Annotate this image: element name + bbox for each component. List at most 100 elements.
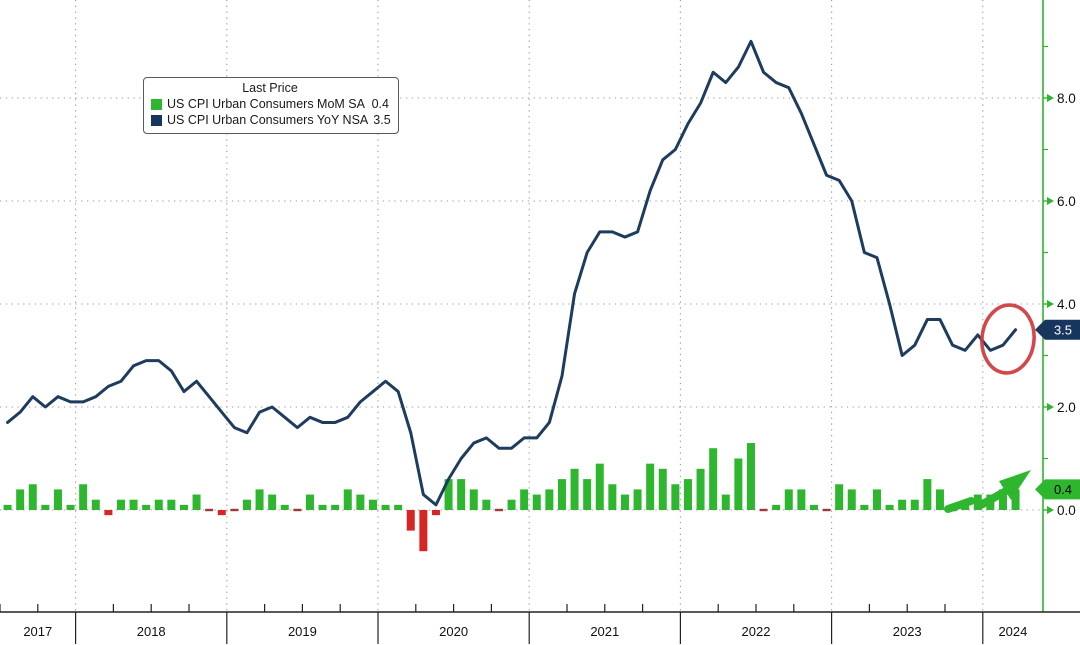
x-year-label: 2021 (590, 624, 619, 639)
mom-bar (935, 489, 944, 510)
y-tick-arrow-icon (1047, 94, 1054, 102)
legend-swatch-yoy-icon (151, 114, 162, 126)
mom-bar (1011, 489, 1020, 510)
mom-bar (142, 504, 151, 510)
mom-bar (961, 504, 970, 510)
mom-bar (129, 499, 138, 510)
y-tick-label: 6.0 (1057, 194, 1076, 209)
mom-bar (482, 499, 491, 510)
x-year-label: 2020 (439, 624, 468, 639)
mom-bar (709, 448, 718, 510)
mom-bar (179, 504, 188, 510)
mom-bar (620, 494, 629, 510)
y-tick-arrow-icon (1047, 300, 1054, 308)
mom-bar-zero (230, 508, 239, 512)
mom-bar (910, 499, 919, 510)
mom-bar (595, 463, 604, 510)
legend-label-mom: US CPI Urban Consumers MoM SA (167, 97, 365, 111)
mom-bar (746, 443, 755, 510)
mom-bar (192, 494, 201, 510)
mom-bar (3, 504, 12, 510)
y-tick-arrow-icon (1047, 197, 1054, 205)
mom-bar-zero (494, 508, 503, 512)
mom-bar (545, 489, 554, 510)
y-tick-label: 0.0 (1057, 503, 1076, 518)
mom-bar (28, 484, 37, 510)
x-year-label: 2023 (893, 624, 922, 639)
mom-bar (998, 489, 1007, 510)
mom-bar (923, 479, 932, 510)
x-year-label: 2022 (742, 624, 771, 639)
mom-bar (91, 499, 100, 510)
mom-bar-zero (822, 508, 831, 512)
legend-item-mom: US CPI Urban Consumers MoM SA 0.4 (151, 96, 389, 112)
mom-bar (16, 489, 25, 510)
mom-bar (570, 468, 579, 510)
annotation-arrow-head-icon (999, 470, 1031, 500)
mom-bar-zero (759, 508, 768, 512)
x-year-label: 2018 (137, 624, 166, 639)
last-price-badge-yoy (1035, 319, 1080, 340)
legend-value-yoy: 3.5 (373, 113, 391, 127)
mom-bar-negative (431, 510, 440, 516)
legend-swatch-mom-icon (151, 98, 162, 110)
mom-bar (268, 494, 277, 510)
mom-bar (305, 494, 314, 510)
mom-bar-zero (293, 508, 302, 512)
mom-bar (331, 504, 340, 510)
mom-bar (583, 479, 592, 510)
mom-bar (154, 499, 163, 510)
mom-bar (721, 494, 730, 510)
legend-label-yoy: US CPI Urban Consumers YoY NSA (167, 113, 369, 127)
mom-bar (532, 494, 541, 510)
yoy-line (6, 39, 1018, 507)
mom-bar (343, 489, 352, 510)
y-tick-arrow-icon (1047, 506, 1054, 514)
mom-bar (772, 504, 781, 510)
mom-bar (872, 489, 881, 510)
y-tick-label: 2.0 (1057, 400, 1076, 415)
last-price-badge-label-yoy: 3.5 (1054, 322, 1072, 337)
y-tick-label: 8.0 (1057, 91, 1076, 106)
mom-bar (280, 504, 289, 510)
mom-bar (608, 484, 617, 510)
mom-bar (784, 489, 793, 510)
mom-bar (318, 504, 327, 510)
mom-bar (507, 499, 516, 510)
mom-bar (633, 489, 642, 510)
y-tick-arrow-icon (1047, 403, 1054, 411)
x-year-label: 2017 (23, 624, 52, 639)
mom-bar (66, 504, 75, 510)
y-tick-label: 4.0 (1057, 297, 1076, 312)
mom-bar (696, 468, 705, 510)
mom-bar (809, 504, 818, 510)
legend-item-yoy: US CPI Urban Consumers YoY NSA 3.5 (151, 112, 391, 128)
mom-bar (734, 458, 743, 510)
mom-bar (457, 479, 466, 510)
mom-bar (973, 494, 982, 510)
last-price-badge-mom (1035, 479, 1080, 500)
last-price-badge-label-mom: 0.4 (1054, 482, 1072, 497)
mom-bar-negative (217, 510, 226, 516)
legend-value-mom: 0.4 (371, 97, 389, 111)
mom-bar (557, 479, 566, 510)
mom-bar (683, 479, 692, 510)
x-year-label: 2024 (998, 624, 1027, 639)
mom-bar (394, 504, 403, 510)
mom-bar-negative (104, 510, 113, 516)
legend-title: Last Price (242, 81, 298, 95)
mom-bar (242, 499, 251, 510)
mom-bar (671, 484, 680, 510)
mom-bar-negative (419, 510, 428, 552)
mom-bar (368, 499, 377, 510)
mom-bar-negative (406, 510, 415, 531)
mom-bar (898, 499, 907, 510)
x-year-label: 2019 (288, 624, 317, 639)
mom-bar (356, 494, 365, 510)
mom-bar (658, 468, 667, 510)
annotation-circle (980, 303, 1036, 375)
mom-bar (835, 484, 844, 510)
mom-bar (41, 504, 50, 510)
